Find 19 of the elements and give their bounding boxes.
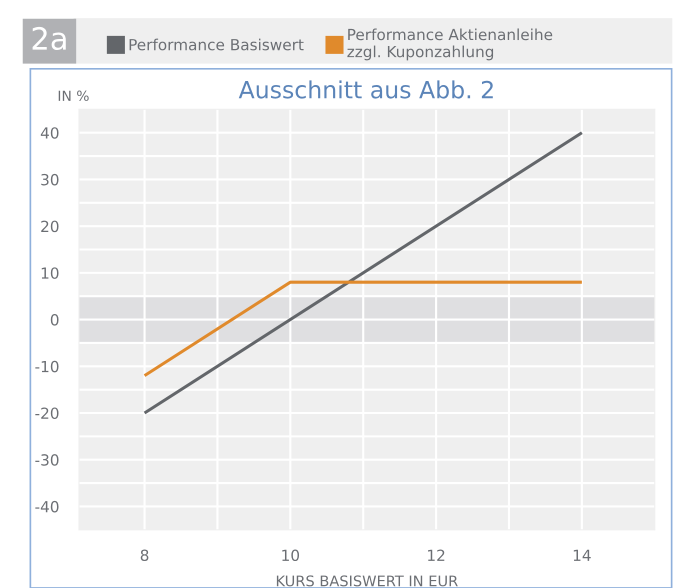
y-tick-label: -20 [35,407,59,420]
x-tick-label: 8 [140,550,148,562]
x-tick-label: 10 [282,550,300,562]
y-tick-label: 40 [40,127,59,139]
x-tick-label: 12 [428,550,444,561]
legend-label: Performance Aktienanleihe zzgl. Kuponzahlung [347,28,552,60]
y-tick-label: -10 [35,360,59,372]
y-tick-label: 20 [41,220,59,232]
y-tick-label: -30 [35,454,59,466]
chart-title: Ausschnitt aus Abb. 2 [238,80,493,99]
y-tick-label: 10 [42,267,59,279]
text: 2a [32,26,66,50]
y-axis-title: IN % [58,90,89,102]
y-tick-label: 0 [50,314,59,326]
y-tick-label: 30 [41,174,59,186]
x-axis-title: KURS BASISWERT IN EUR [276,575,458,586]
legend-label: Performance Basiswert [130,38,304,50]
y-tick-label: -40 [35,500,59,512]
x-tick-label: 14 [574,550,591,561]
